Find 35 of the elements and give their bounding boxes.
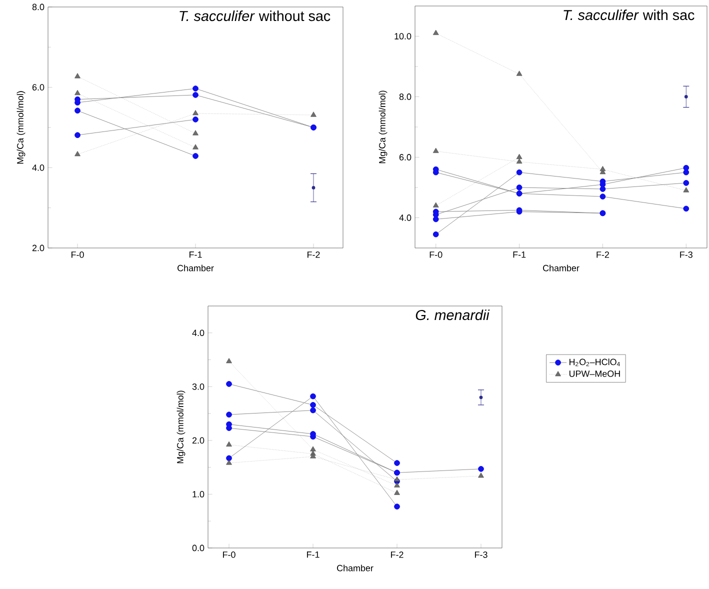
y-tick-label: 0.0	[192, 544, 204, 552]
y-tick-label: 8.0	[32, 4, 44, 10]
chart-title: T. sacculifer without sac	[180, 10, 330, 22]
x-tick-label: F-0	[72, 252, 84, 258]
y-tick-label: 4.0	[192, 330, 204, 336]
y-tick-label: 6.0	[32, 84, 44, 90]
chart-title: T. sacculifer with sac	[564, 10, 694, 20]
legend-label: UPW–MeOH	[569, 370, 620, 377]
x-tick-label: F-1	[307, 552, 320, 558]
x-tick-label: F-1	[190, 252, 202, 258]
x-tick-label: F-2	[391, 552, 404, 558]
x-tick-label: F-2	[596, 252, 609, 258]
y-tick-label: 4.0	[399, 214, 412, 221]
y-tick-label: 10.0	[394, 33, 412, 40]
x-axis-title: Chamber	[543, 264, 580, 272]
y-tick-label: 2.0	[192, 437, 204, 444]
y-axis-title: Mg/Ca (mmol/mol)	[176, 390, 186, 464]
y-tick-label: 1.0	[192, 491, 204, 498]
y-tick-label: 8.0	[399, 94, 412, 100]
y-tick-label: 3.0	[192, 383, 204, 390]
x-tick-label: F-2	[308, 252, 320, 258]
legend-label: H$_{2}$O$_{2}$–HClO$_{4}$	[570, 358, 620, 366]
y-axis-title: Mg/Ca (mmol/mol)	[16, 91, 26, 164]
x-axis-title: Chamber	[337, 564, 374, 572]
x-axis-title: Chamber	[178, 264, 214, 272]
chart-title: G. menardii	[416, 310, 490, 320]
y-tick-label: 4.0	[32, 164, 44, 171]
x-tick-label: F-3	[475, 552, 488, 558]
x-tick-label: F-0	[223, 552, 236, 558]
x-tick-label: F-3	[680, 252, 692, 258]
x-tick-label: F-0	[430, 252, 442, 258]
y-tick-label: 2.0	[32, 244, 44, 252]
x-tick-label: F-1	[513, 252, 526, 258]
y-axis-title: Mg/Ca (mmol/mol)	[378, 90, 388, 164]
y-tick-label: 6.0	[399, 154, 412, 160]
